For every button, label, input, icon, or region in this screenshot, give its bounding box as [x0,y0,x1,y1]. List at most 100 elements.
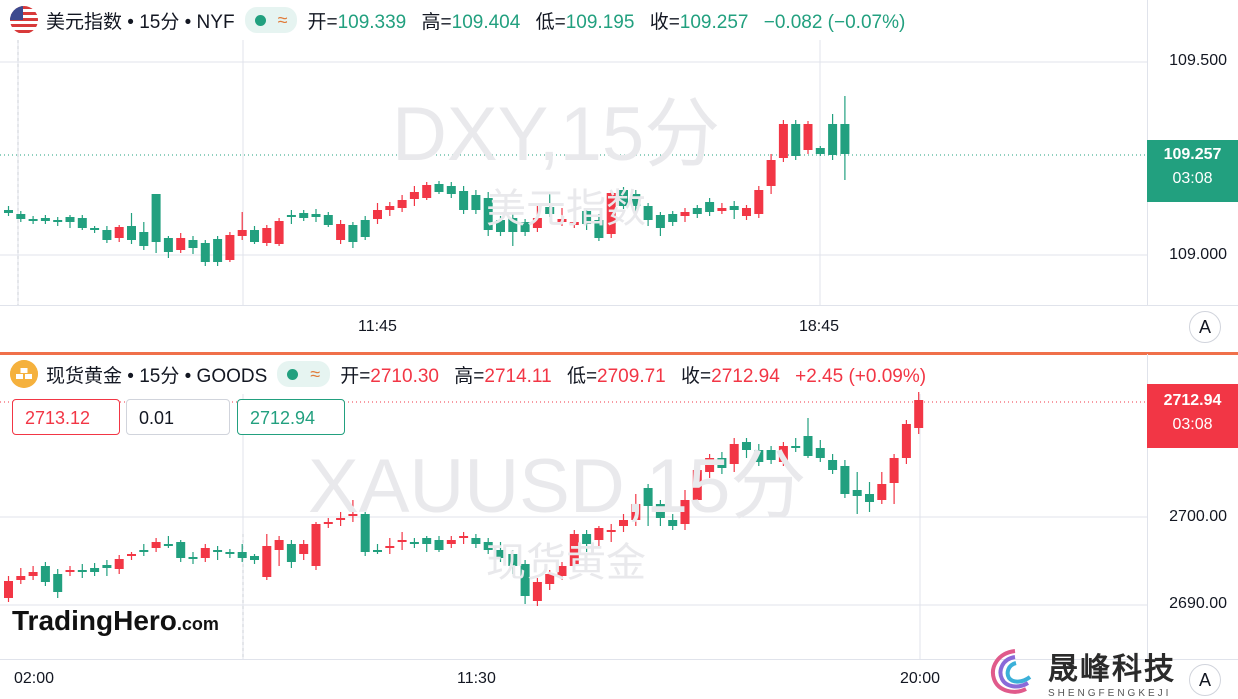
candle [114,225,124,242]
candle [717,452,727,474]
high-value: 109.404 [451,11,521,33]
open-label: 开= [340,365,371,387]
close-value: 2712.94 [711,365,780,387]
high-label: 高= [421,11,452,33]
candle [250,226,259,244]
last-price: 109.257 [1163,146,1222,163]
candle [373,544,382,554]
gold-time-axis[interactable]: 02:00 11:30 20:00 A [0,659,1238,697]
us-flag-icon [10,6,38,34]
candle [815,440,825,462]
candle [16,211,26,222]
data-delay-icon: ≈ [277,9,288,30]
candle [791,438,801,452]
candle [237,212,247,240]
candle [569,215,579,228]
candle [163,236,173,258]
candle [139,222,149,250]
candle [717,203,727,214]
candle [422,182,432,200]
price-tick: 2700.00 [1169,508,1227,525]
candle [385,202,395,216]
gold-price-axis[interactable]: 2700.00 2690.00 [1147,354,1238,659]
candle [360,512,370,556]
time-tick: 11:30 [457,670,496,687]
candle [705,454,715,478]
candle [582,530,592,552]
candle [127,213,136,244]
buy-button[interactable]: 2712.94 [237,399,345,435]
spread-field[interactable]: 0.01 [126,399,230,435]
price-tick: 2690.00 [1169,595,1227,612]
low-value: 109.195 [565,11,635,33]
candle [545,192,555,217]
gold-legend: 现货黄金 • 15分 • GOODS ≈ 开=2710.30 高=2714.11… [0,354,936,394]
candle [778,442,788,466]
dxy-status-pill[interactable]: ≈ [244,7,298,33]
candle [53,217,63,226]
sell-button[interactable]: 2713.12 [12,399,120,435]
candle [262,225,272,246]
candle [237,544,247,562]
candle [176,540,186,562]
candle [619,187,628,209]
auto-scale-button[interactable]: A [1189,664,1221,696]
gold-symbol-label[interactable]: 现货黄金 • 15分 • GOODS [46,365,268,387]
dxy-chart-pane[interactable]: DXY,15分 美元指数 美元指数 • 15分 • NYF ≈ 开=109.33… [0,0,1238,305]
candle [705,198,715,216]
candle [865,482,874,512]
candle [508,550,518,574]
gold-candles-canvas[interactable] [0,354,1147,659]
candle [53,569,63,598]
candle [434,536,444,552]
candle [40,215,50,224]
candle [65,215,75,228]
candle [213,236,223,266]
candle [311,522,321,570]
candle [496,216,505,236]
gold-ohlc: 开=2710.30 高=2714.11 低=2709.71 收=2712.94 … [340,361,936,388]
dxy-candles-canvas[interactable] [0,0,1147,305]
candle [28,566,38,580]
candle [299,210,309,221]
auto-scale-button[interactable]: A [1189,311,1221,343]
candle [459,186,469,214]
market-open-dot-icon [287,368,299,380]
candle [754,444,764,466]
price-tick: 109.500 [1169,52,1227,69]
candle [163,536,173,548]
candle [102,560,112,576]
pane-divider[interactable] [0,352,1238,355]
candle [336,220,346,244]
candle [274,536,284,566]
change-value: +2.45 (+0.09%) [795,365,927,387]
candle [606,524,616,542]
candle [803,418,813,458]
candle [619,514,628,532]
candle [582,208,592,230]
candle [188,236,198,254]
candle [496,542,505,562]
candle [692,205,702,218]
candle [90,226,100,233]
open-value: 109.339 [337,11,407,33]
candle [680,208,690,222]
candle [459,532,469,544]
candle [77,215,87,230]
high-label: 高= [454,365,485,387]
gold-status-pill[interactable]: ≈ [277,361,331,387]
candle [151,194,161,253]
candle [250,554,259,564]
candle [766,154,776,194]
candle [815,146,825,156]
dxy-time-axis[interactable]: 11:45 18:45 A [0,305,1238,352]
candle [446,536,456,548]
candle [65,566,75,576]
candle [348,500,358,522]
tradinghero-logo-text: TradingHero [12,605,177,636]
low-label: 低= [535,11,566,33]
candle [840,96,850,180]
close-value: 109.257 [679,11,749,33]
dxy-symbol-label[interactable]: 美元指数 • 15分 • NYF [46,11,235,33]
candle [889,454,899,504]
